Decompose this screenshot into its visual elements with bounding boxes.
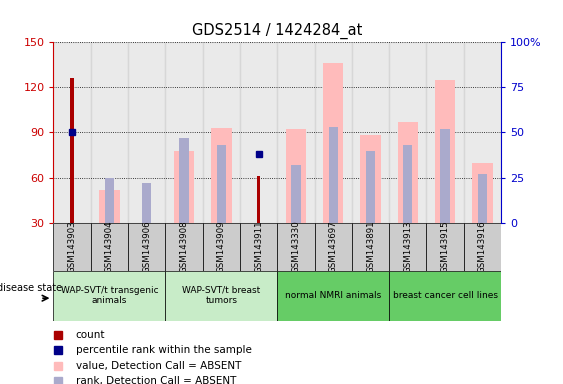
Text: GSM143913: GSM143913 [403, 220, 412, 273]
Bar [203, 42, 240, 223]
Bar [240, 42, 277, 223]
FancyBboxPatch shape [240, 223, 278, 271]
FancyBboxPatch shape [278, 271, 389, 321]
FancyBboxPatch shape [53, 223, 91, 271]
Bar [180, 138, 189, 223]
Text: GSM143330: GSM143330 [292, 220, 301, 273]
FancyBboxPatch shape [389, 271, 501, 321]
Text: GSM143904: GSM143904 [105, 220, 114, 273]
FancyBboxPatch shape [389, 223, 427, 271]
Text: breast cancer cell lines: breast cancer cell lines [392, 291, 498, 300]
Bar [397, 122, 418, 223]
Bar [366, 151, 375, 223]
Bar [53, 42, 91, 223]
Text: GSM143903: GSM143903 [68, 220, 77, 273]
FancyBboxPatch shape [427, 223, 464, 271]
Bar [323, 63, 343, 223]
Text: GSM143908: GSM143908 [180, 220, 189, 273]
Text: WAP-SVT/t breast
tumors: WAP-SVT/t breast tumors [182, 286, 261, 305]
Text: GSM143909: GSM143909 [217, 220, 226, 273]
Text: value, Detection Call = ABSENT: value, Detection Call = ABSENT [76, 361, 241, 371]
Text: normal NMRI animals: normal NMRI animals [285, 291, 381, 300]
Bar [360, 136, 381, 223]
Bar [99, 190, 120, 223]
FancyBboxPatch shape [464, 223, 501, 271]
Bar [211, 128, 231, 223]
Text: percentile rank within the sample: percentile rank within the sample [76, 345, 252, 355]
Bar [478, 174, 487, 223]
FancyBboxPatch shape [203, 223, 240, 271]
FancyBboxPatch shape [315, 223, 352, 271]
FancyBboxPatch shape [166, 271, 278, 321]
Bar [166, 42, 203, 223]
Bar [291, 165, 301, 223]
Title: GDS2514 / 1424284_at: GDS2514 / 1424284_at [192, 23, 363, 40]
Text: GSM143891: GSM143891 [366, 220, 375, 273]
Bar [217, 145, 226, 223]
Bar [70, 78, 74, 223]
Bar [329, 127, 338, 223]
Bar [427, 42, 464, 223]
Text: GSM143911: GSM143911 [254, 220, 263, 273]
FancyBboxPatch shape [278, 223, 315, 271]
Bar [105, 177, 114, 223]
Text: GSM143906: GSM143906 [142, 220, 151, 273]
Bar [472, 162, 493, 223]
FancyBboxPatch shape [53, 271, 166, 321]
Bar [403, 145, 413, 223]
Text: rank, Detection Call = ABSENT: rank, Detection Call = ABSENT [76, 376, 236, 384]
Bar [389, 42, 427, 223]
FancyBboxPatch shape [128, 223, 166, 271]
Bar [91, 42, 128, 223]
Bar [315, 42, 352, 223]
Bar [174, 151, 194, 223]
Bar [464, 42, 501, 223]
Bar [285, 129, 306, 223]
Text: GSM143915: GSM143915 [441, 220, 450, 273]
Bar [257, 176, 261, 223]
FancyBboxPatch shape [352, 223, 389, 271]
Bar [142, 183, 151, 223]
FancyBboxPatch shape [91, 223, 128, 271]
Text: GSM143697: GSM143697 [329, 220, 338, 273]
Bar [435, 80, 455, 223]
Bar [352, 42, 389, 223]
Text: WAP-SVT/t transgenic
animals: WAP-SVT/t transgenic animals [61, 286, 158, 305]
Bar [440, 129, 450, 223]
Text: count: count [76, 330, 105, 340]
Text: disease state: disease state [0, 283, 62, 293]
Bar [278, 42, 315, 223]
Text: GSM143916: GSM143916 [478, 220, 487, 273]
FancyBboxPatch shape [166, 223, 203, 271]
Bar [128, 42, 166, 223]
